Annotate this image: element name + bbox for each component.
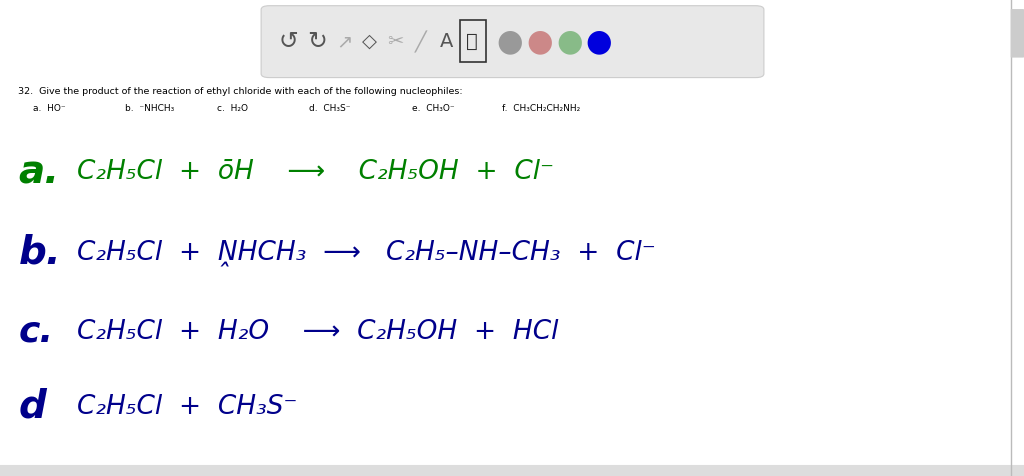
Text: e.  CH₃O⁻: e. CH₃O⁻	[412, 104, 455, 113]
Text: c.  H₂O: c. H₂O	[217, 104, 248, 113]
Text: ↗: ↗	[336, 32, 352, 51]
Text: C₂H₅Cl  +  H₂O    ⟶  C₂H₅OH  +  HCl: C₂H₅Cl + H₂O ⟶ C₂H₅OH + HCl	[77, 319, 558, 345]
Text: C₂H₅Cl  +  ōH    ⟶    C₂H₅OH  +  Cl⁻: C₂H₅Cl + ōH ⟶ C₂H₅OH + Cl⁻	[77, 159, 554, 185]
Text: f.  CH₃CH₂CH₂NH₂: f. CH₃CH₂CH₂NH₂	[502, 104, 580, 113]
Text: b.  ⁻NHCH₃: b. ⁻NHCH₃	[125, 104, 174, 113]
Text: a.  HO⁻: a. HO⁻	[33, 104, 66, 113]
Text: ✂: ✂	[387, 32, 403, 51]
Text: ●: ●	[497, 27, 523, 56]
FancyBboxPatch shape	[261, 6, 764, 78]
Text: ↻: ↻	[307, 30, 328, 53]
Text: c.: c.	[18, 315, 53, 349]
Text: ●: ●	[556, 27, 583, 56]
Text: b.: b.	[18, 233, 61, 271]
Text: ⛶: ⛶	[466, 32, 478, 51]
Text: ↺: ↺	[279, 30, 299, 53]
Text: a.: a.	[18, 153, 59, 191]
Text: ●: ●	[526, 27, 553, 56]
FancyBboxPatch shape	[1011, 9, 1024, 58]
Text: ╱: ╱	[415, 30, 427, 52]
Text: C₂H₅Cl  +  ṊHCH₃  ⟶   C₂H₅–NH–CH₃  +  Cl⁻: C₂H₅Cl + ṊHCH₃ ⟶ C₂H₅–NH–CH₃ + Cl⁻	[77, 239, 655, 266]
Text: 32.  Give the product of the reaction of ethyl chloride with each of the followi: 32. Give the product of the reaction of …	[18, 88, 463, 96]
Text: A: A	[439, 32, 454, 51]
Text: d: d	[18, 388, 46, 426]
Text: ●: ●	[586, 27, 612, 56]
Text: C₂H₅Cl  +  CH₃S⁻: C₂H₅Cl + CH₃S⁻	[77, 394, 297, 420]
Text: d.  CH₃S⁻: d. CH₃S⁻	[309, 104, 351, 113]
Text: ◇: ◇	[362, 32, 377, 51]
